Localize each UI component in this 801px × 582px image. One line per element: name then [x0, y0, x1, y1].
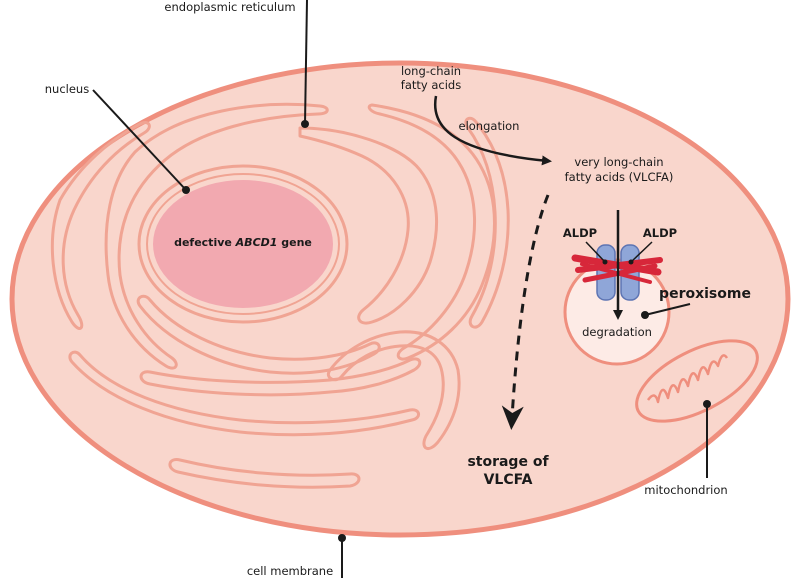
- mitochondrion-label: mitochondrion: [644, 483, 727, 497]
- peroxisome-pointer: [644, 303, 691, 316]
- cell-membrane-pointer-dot: [338, 534, 346, 542]
- elongation-arrow: [433, 95, 552, 166]
- endoplasmic-reticulum: [50, 102, 510, 489]
- cell-membrane-label: cell membrane: [247, 564, 333, 578]
- gene-label-name: ABCD1: [235, 236, 278, 249]
- nucleus: [137, 164, 349, 324]
- gene-label-suffix: gene: [277, 236, 311, 249]
- elongation-label: elongation: [459, 119, 520, 133]
- aldp-right-pointer-dot: [628, 259, 634, 265]
- nucleus-pointer-dot: [182, 186, 190, 194]
- storage-arrow: [501, 194, 550, 430]
- aldp-right-label: ALDP: [643, 226, 677, 240]
- vlcfa-label-line1: very long-chain: [574, 155, 663, 169]
- mitochondrion: [635, 339, 759, 423]
- lcfa-label-line1: long-chain: [401, 64, 461, 78]
- er-pointer: [304, 0, 308, 125]
- degradation-label: degradation: [582, 325, 652, 339]
- storage-label-line1: storage of: [467, 454, 549, 470]
- peroxisome-label: peroxisome: [659, 286, 751, 302]
- aldp-left-label: ALDP: [563, 226, 597, 240]
- aldp-left-pointer: [585, 241, 606, 263]
- storage-label-line2: VLCFA: [484, 472, 533, 488]
- lcfa-label-line2: fatty acids: [401, 78, 461, 92]
- aldp-left-pointer-dot: [602, 259, 608, 265]
- aldp-right-pointer: [630, 241, 653, 263]
- er-label: endoplasmic reticulum: [164, 0, 295, 14]
- mitochondrion-pointer-dot: [703, 400, 711, 408]
- nucleus-pointer: [92, 89, 187, 191]
- gene-label: defective ABCD1 gene: [174, 236, 312, 249]
- vlcfa-label-line2: fatty acids (VLCFA): [565, 170, 674, 184]
- gene-label-prefix: defective: [174, 236, 236, 249]
- nucleus-label: nucleus: [45, 82, 89, 96]
- peroxisome-pointer-dot: [641, 311, 649, 319]
- er-pointer-dot: [301, 120, 309, 128]
